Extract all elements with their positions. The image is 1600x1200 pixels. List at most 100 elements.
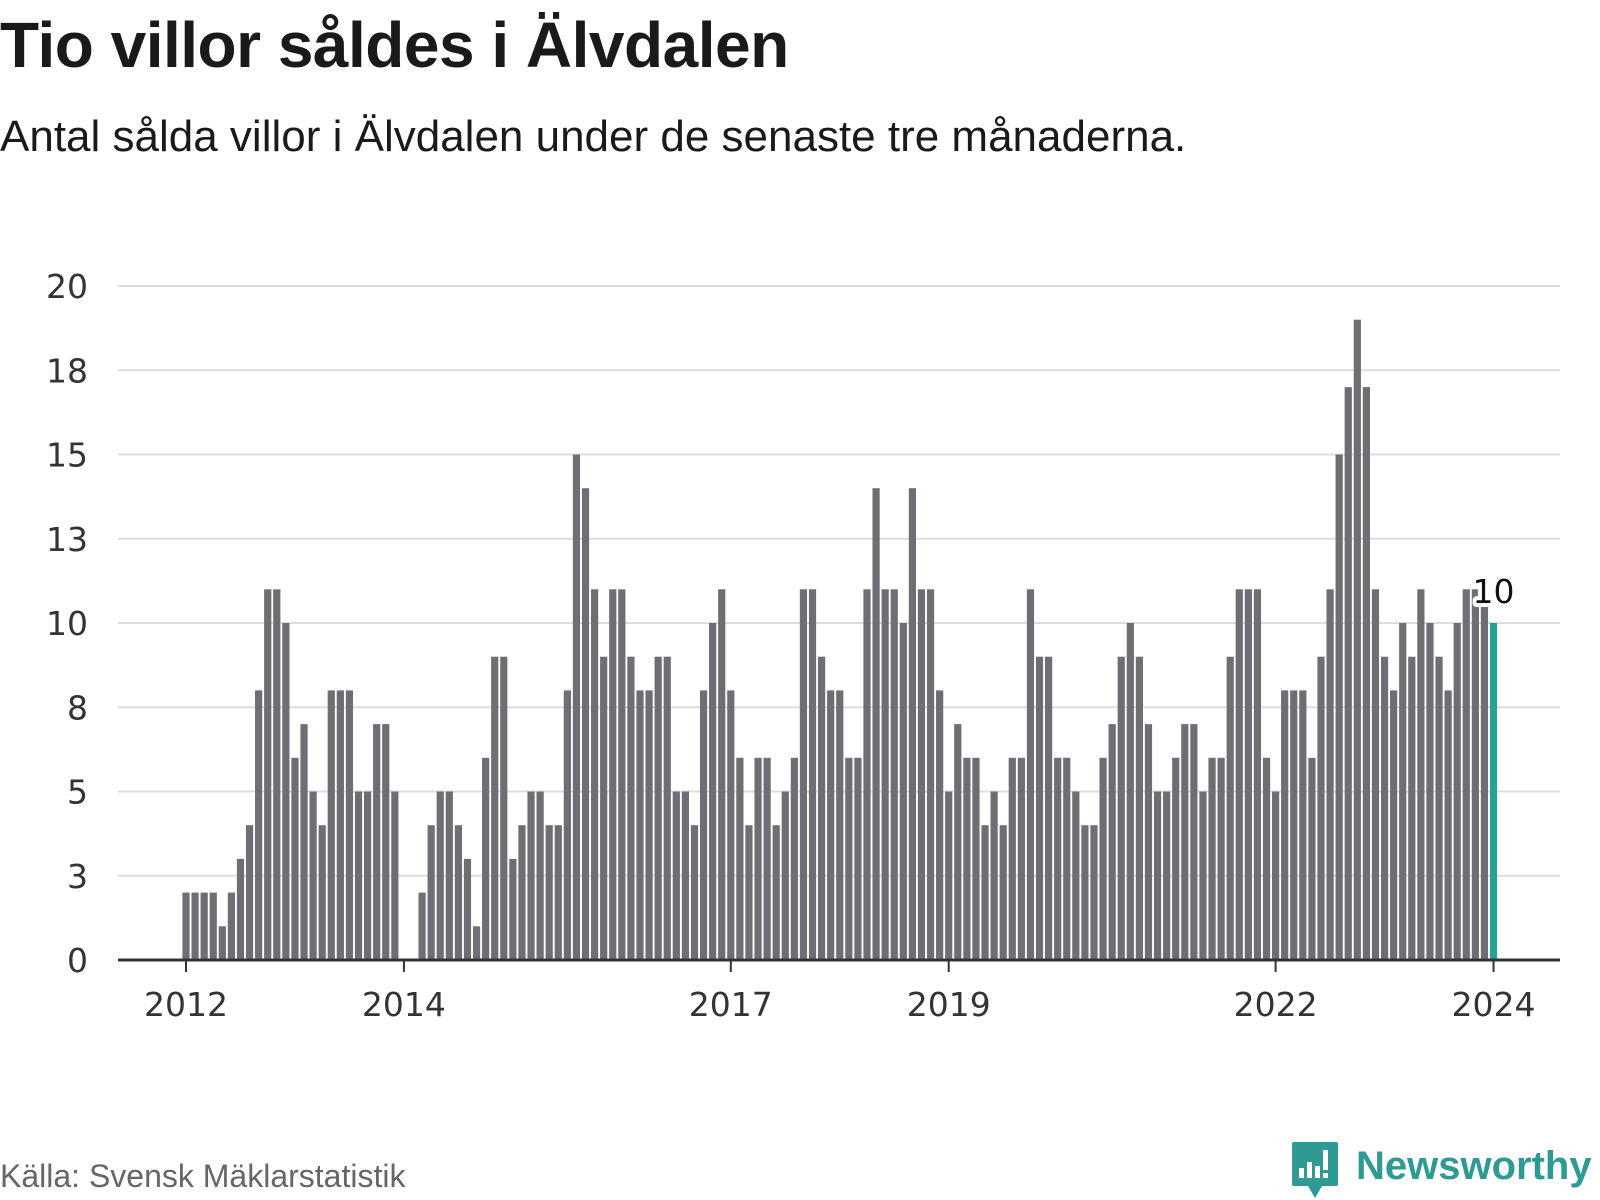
bar xyxy=(1172,757,1180,960)
bar xyxy=(636,690,644,960)
bar xyxy=(1099,757,1107,960)
bar xyxy=(1290,690,1298,960)
bar xyxy=(545,825,553,960)
bar xyxy=(418,892,426,960)
bar xyxy=(1326,589,1334,960)
bar xyxy=(300,724,308,960)
bar xyxy=(1262,757,1271,960)
x-tick-label: 2024 xyxy=(1452,985,1536,1024)
bar xyxy=(1135,656,1143,960)
bar xyxy=(1362,387,1370,961)
bar xyxy=(373,724,381,960)
axes: 0 3 5 8 10 13 15 18 20 2012 2014 2017 2019 2022 2024 xyxy=(46,267,1560,1024)
highlight-value-label: 10 xyxy=(1473,572,1515,611)
bar xyxy=(718,589,726,960)
bar xyxy=(500,656,508,960)
bar xyxy=(1181,724,1189,960)
y-tick-label: 10 xyxy=(46,604,88,643)
bar xyxy=(1244,589,1252,960)
bar xyxy=(609,589,617,960)
bar xyxy=(736,757,744,960)
bar xyxy=(1217,757,1225,960)
bar xyxy=(1017,757,1025,960)
bar xyxy=(890,589,898,960)
bar xyxy=(808,589,817,960)
bar xyxy=(364,791,372,960)
bar xyxy=(872,488,880,960)
bar xyxy=(1272,791,1280,960)
bar xyxy=(926,589,935,960)
bar xyxy=(382,724,390,960)
bar xyxy=(318,825,326,960)
x-tick-label: 2014 xyxy=(362,985,446,1024)
bar xyxy=(1299,690,1307,960)
bar xyxy=(1426,623,1434,960)
x-tick-label: 2012 xyxy=(144,985,228,1024)
bar xyxy=(972,757,980,960)
bar xyxy=(273,589,281,960)
bar xyxy=(827,690,835,960)
bar xyxy=(1054,757,1062,960)
y-tick-label: 5 xyxy=(67,773,88,812)
bar xyxy=(727,690,735,960)
bar xyxy=(908,488,916,960)
bar xyxy=(1471,589,1479,960)
bar xyxy=(236,858,245,960)
bar xyxy=(1199,791,1207,960)
value-labels: 10 xyxy=(1469,568,1519,615)
bar xyxy=(1344,387,1352,961)
bar xyxy=(354,791,363,960)
bar xyxy=(1235,589,1243,960)
newsworthy-logo[interactable]: Newsworthy xyxy=(1290,1140,1592,1200)
bar xyxy=(1435,656,1443,960)
bar xyxy=(1408,656,1416,960)
bars xyxy=(182,319,1498,961)
bar xyxy=(772,825,780,960)
bar xyxy=(745,825,753,960)
bar xyxy=(291,757,299,960)
bar xyxy=(1253,589,1262,960)
bar xyxy=(245,825,254,960)
bar xyxy=(200,892,208,960)
bar xyxy=(854,757,862,960)
bar xyxy=(463,858,472,960)
bar xyxy=(427,825,435,960)
bar xyxy=(1317,656,1325,960)
bar xyxy=(954,724,962,960)
bar xyxy=(1117,656,1125,960)
bar xyxy=(554,825,562,960)
bar xyxy=(1335,454,1343,960)
bar xyxy=(1390,690,1398,960)
y-tick-label: 15 xyxy=(46,436,88,475)
bar xyxy=(1281,690,1289,960)
bar xyxy=(572,454,581,960)
bar xyxy=(1126,623,1134,960)
bar xyxy=(1063,757,1071,960)
bar xyxy=(1308,757,1316,960)
bar xyxy=(917,589,926,960)
bar xyxy=(227,892,235,960)
bar xyxy=(336,690,344,960)
bar xyxy=(836,690,844,960)
bar xyxy=(763,757,771,960)
bar xyxy=(1008,757,1016,960)
bar xyxy=(663,656,671,960)
bar xyxy=(645,690,653,960)
bar xyxy=(899,623,907,960)
bar xyxy=(1444,690,1452,960)
bar xyxy=(709,623,717,960)
x-tick-label: 2017 xyxy=(689,985,773,1024)
bar xyxy=(1153,791,1162,960)
bar xyxy=(754,757,762,960)
highlight-bar xyxy=(1489,623,1498,960)
bar xyxy=(1208,757,1216,960)
bar xyxy=(963,757,971,960)
y-tick-label: 3 xyxy=(67,857,88,896)
y-tick-label: 18 xyxy=(46,351,88,390)
bar xyxy=(282,623,290,960)
x-tick-label: 2019 xyxy=(907,985,991,1024)
bar xyxy=(881,589,889,960)
bar xyxy=(845,757,853,960)
newsworthy-logo-icon xyxy=(1292,1142,1338,1198)
bar xyxy=(1026,589,1035,960)
